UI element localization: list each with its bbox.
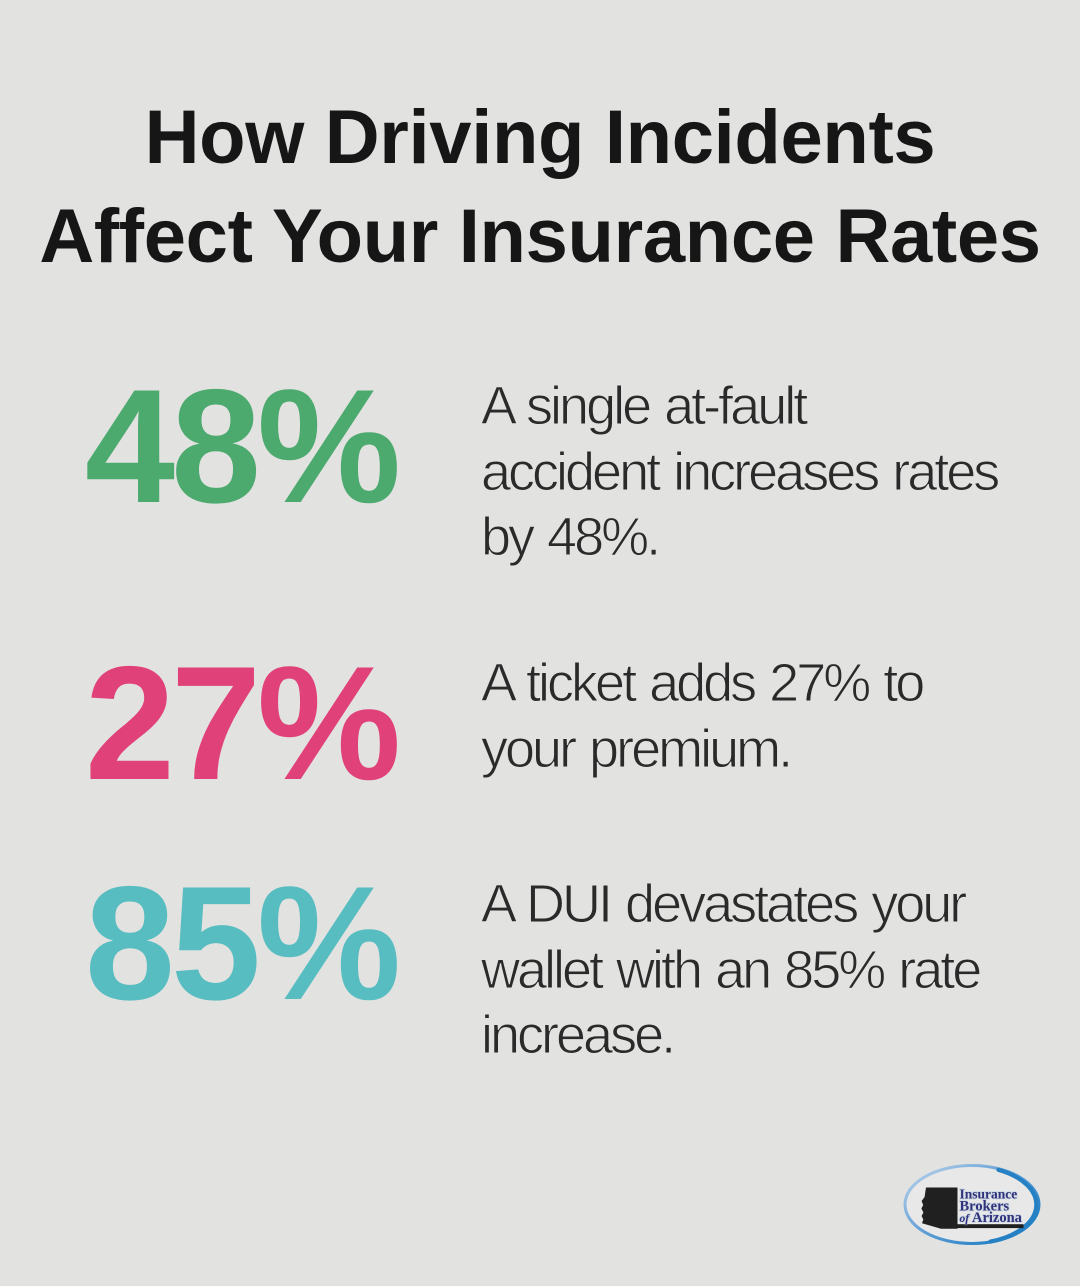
svg-text:of Arizona: of Arizona [960,1210,1023,1226]
svg-text:Insurance: Insurance [960,1187,1018,1202]
svg-text:Brokers: Brokers [960,1198,1010,1214]
svg-text:Insurance: Insurance [960,1187,1018,1202]
svg-text:of Arizona: of Arizona [960,1210,1023,1226]
svg-text:Brokers: Brokers [960,1198,1010,1214]
